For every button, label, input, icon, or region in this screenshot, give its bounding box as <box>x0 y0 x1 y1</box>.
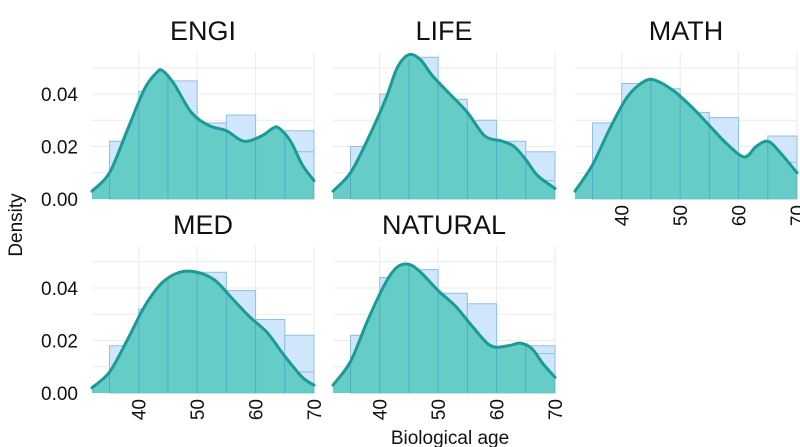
panel-title: LIFE <box>415 16 472 46</box>
x-tick-label: 50 <box>429 399 450 420</box>
density-line <box>573 77 799 193</box>
x-tick-label: 50 <box>671 205 692 226</box>
panel-title: NATURAL <box>382 210 506 240</box>
panel-title: MED <box>173 210 233 240</box>
y-tick-label: 0.00 <box>41 384 78 405</box>
x-tick-label: 60 <box>247 399 268 420</box>
x-axes-layer: 40 50 60 70 40 50 60 70 40 50 60 70 <box>130 205 800 420</box>
density-area <box>92 271 314 393</box>
panels-layer: ENGI LIFE MATH MED NATURAL <box>90 16 799 394</box>
x-tick-label: 40 <box>130 399 151 420</box>
x-tick-label: 50 <box>188 399 209 420</box>
y-tick-label: 0.04 <box>41 279 78 300</box>
density-line <box>90 68 316 193</box>
panel-math: MATH <box>573 16 799 200</box>
x-axis-label: Biological age <box>391 428 509 447</box>
density-line <box>331 262 557 387</box>
density-area <box>333 263 555 393</box>
y-tick-label: 0.02 <box>41 138 78 159</box>
panel-title: MATH <box>649 16 724 46</box>
x-tick-label: 70 <box>305 399 326 420</box>
density-area <box>92 69 314 199</box>
y-tick-label: 0.02 <box>41 332 78 353</box>
panel-med: MED <box>90 210 316 394</box>
density-area <box>333 54 555 200</box>
panel-title: ENGI <box>170 16 236 46</box>
x-tick-label: 60 <box>730 205 751 226</box>
y-tick-label: 0.04 <box>41 85 78 106</box>
panel-natural: NATURAL <box>331 210 557 394</box>
x-tick-label: 60 <box>488 399 509 420</box>
panel-engi: ENGI <box>90 16 316 200</box>
y-tick-label: 0.00 <box>41 190 78 211</box>
x-tick-label: 40 <box>613 205 634 226</box>
x-tick-label: 70 <box>788 205 800 226</box>
x-tick-label: 40 <box>371 399 392 420</box>
y-axis-label: Density <box>6 193 27 257</box>
density-area <box>575 79 797 199</box>
density-line <box>331 52 557 193</box>
x-tick-label: 70 <box>546 399 567 420</box>
panel-life: LIFE <box>331 16 557 200</box>
density-line <box>90 269 316 390</box>
y-axes-layer: 0.00 0.02 0.04 0.00 0.02 0.04 <box>41 85 78 405</box>
